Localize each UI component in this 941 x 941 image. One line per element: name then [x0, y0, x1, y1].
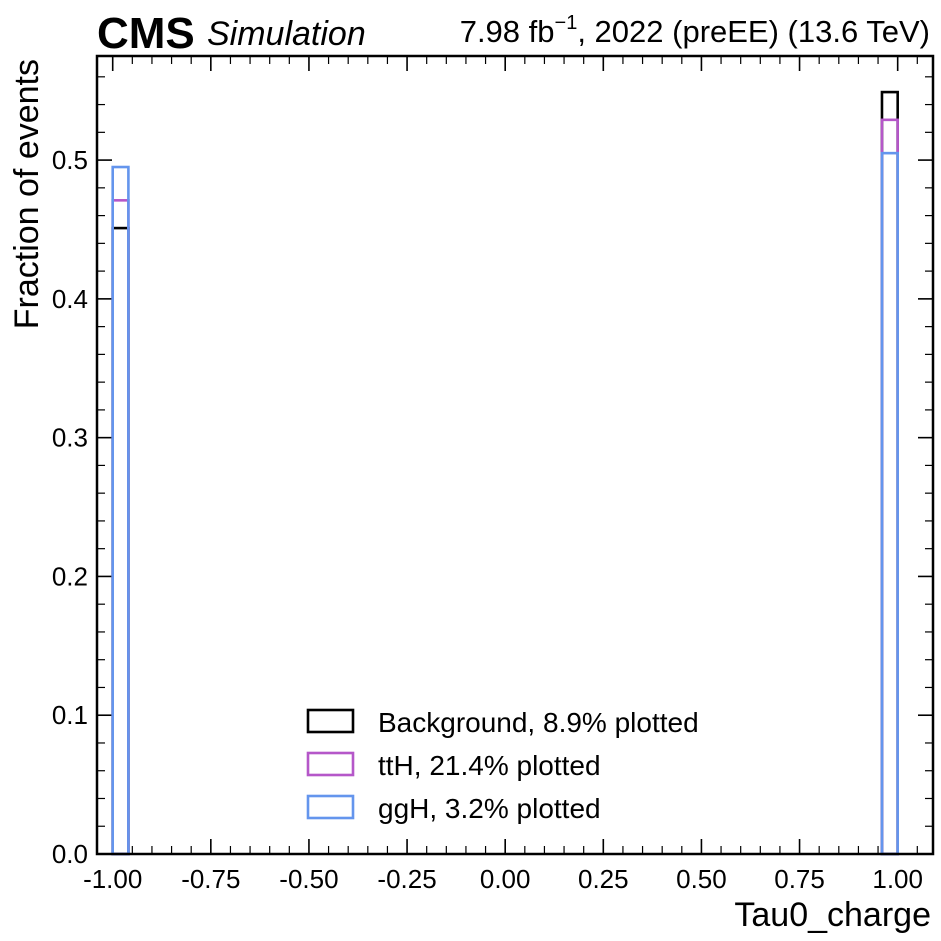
histogram-bar-tth: [111, 199, 130, 856]
legend-label: ttH, 21.4% plotted: [378, 750, 601, 781]
lumi-exponent: −1: [555, 12, 578, 34]
legend-label: ggH, 3.2% plotted: [378, 793, 601, 824]
luminosity-label: 7.98 fb−1, 2022 (preEE) (13.6 TeV): [460, 12, 930, 49]
x-tick-label: 1.00: [872, 864, 923, 894]
histogram-bar-ggh: [111, 165, 130, 856]
plot-frame: [95, 54, 935, 856]
legend: Background, 8.9% plotted ttH, 21.4% plott…: [306, 707, 699, 824]
x-tick-label: -0.75: [181, 864, 240, 894]
histogram-series: [111, 90, 899, 856]
lumi-value: 7.98 fb: [460, 14, 555, 49]
histogram-bar-tth: [880, 118, 899, 856]
y-tick-label: 0.4: [52, 284, 88, 314]
lumi-rest: , 2022 (preEE) (13.6 TeV): [577, 14, 930, 49]
legend-swatch: [306, 794, 355, 820]
experiment-label: CMS: [97, 9, 195, 58]
histogram-bar-background: [880, 90, 899, 856]
histogram-bar-background: [111, 226, 130, 856]
legend-swatch: [306, 708, 355, 734]
y-tick-label: 0.2: [52, 561, 88, 591]
x-tick-label: -0.25: [377, 864, 436, 894]
y-tick-label: 0.0: [52, 839, 88, 869]
legend-label: Background, 8.9% plotted: [378, 707, 699, 738]
legend-swatch: [306, 751, 355, 777]
y-tick-label: 0.1: [52, 700, 88, 730]
tick-labels: -1.00 -0.75 -0.50 -0.25 0.00 0.25 0.50 0.75 1.00…: [52, 145, 923, 894]
axis-ticks: [97, 56, 933, 855]
x-tick-label: 0.50: [676, 864, 727, 894]
x-tick-label: 0.00: [480, 864, 531, 894]
y-axis-title: Fraction of events: [8, 59, 46, 329]
y-tick-label: 0.3: [52, 423, 88, 453]
x-tick-label: 0.75: [774, 864, 825, 894]
x-axis-title: Tau0_charge: [734, 896, 931, 934]
status-label: Simulation: [207, 15, 366, 53]
x-tick-label: -1.00: [83, 864, 142, 894]
y-tick-label: 0.5: [52, 145, 88, 175]
x-tick-label: 0.25: [578, 864, 629, 894]
histogram-bar-ggh: [880, 151, 899, 856]
x-tick-label: -0.50: [279, 864, 338, 894]
